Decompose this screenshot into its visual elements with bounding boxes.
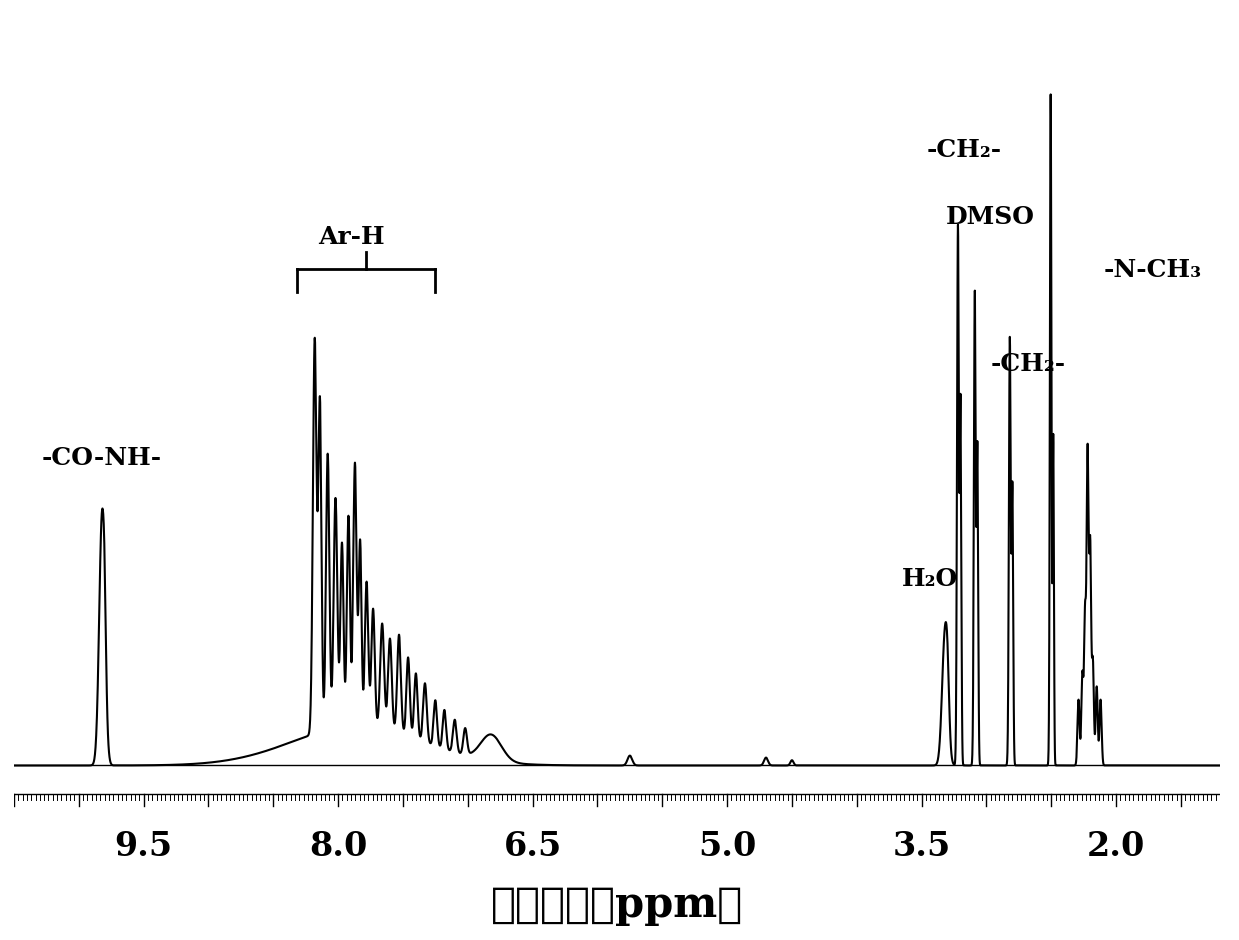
Text: -CH₂-: -CH₂-: [990, 352, 1066, 376]
Text: -CO-NH-: -CO-NH-: [42, 446, 162, 470]
Text: H₂O: H₂O: [902, 567, 958, 591]
Text: Ar-H: Ar-H: [317, 225, 384, 249]
Text: -CH₂-: -CH₂-: [927, 137, 1002, 162]
Text: DMSO: DMSO: [945, 205, 1035, 228]
X-axis label: 化学位移（ppm）: 化学位移（ppm）: [491, 885, 743, 926]
Text: -N-CH₃: -N-CH₃: [1103, 258, 1202, 282]
